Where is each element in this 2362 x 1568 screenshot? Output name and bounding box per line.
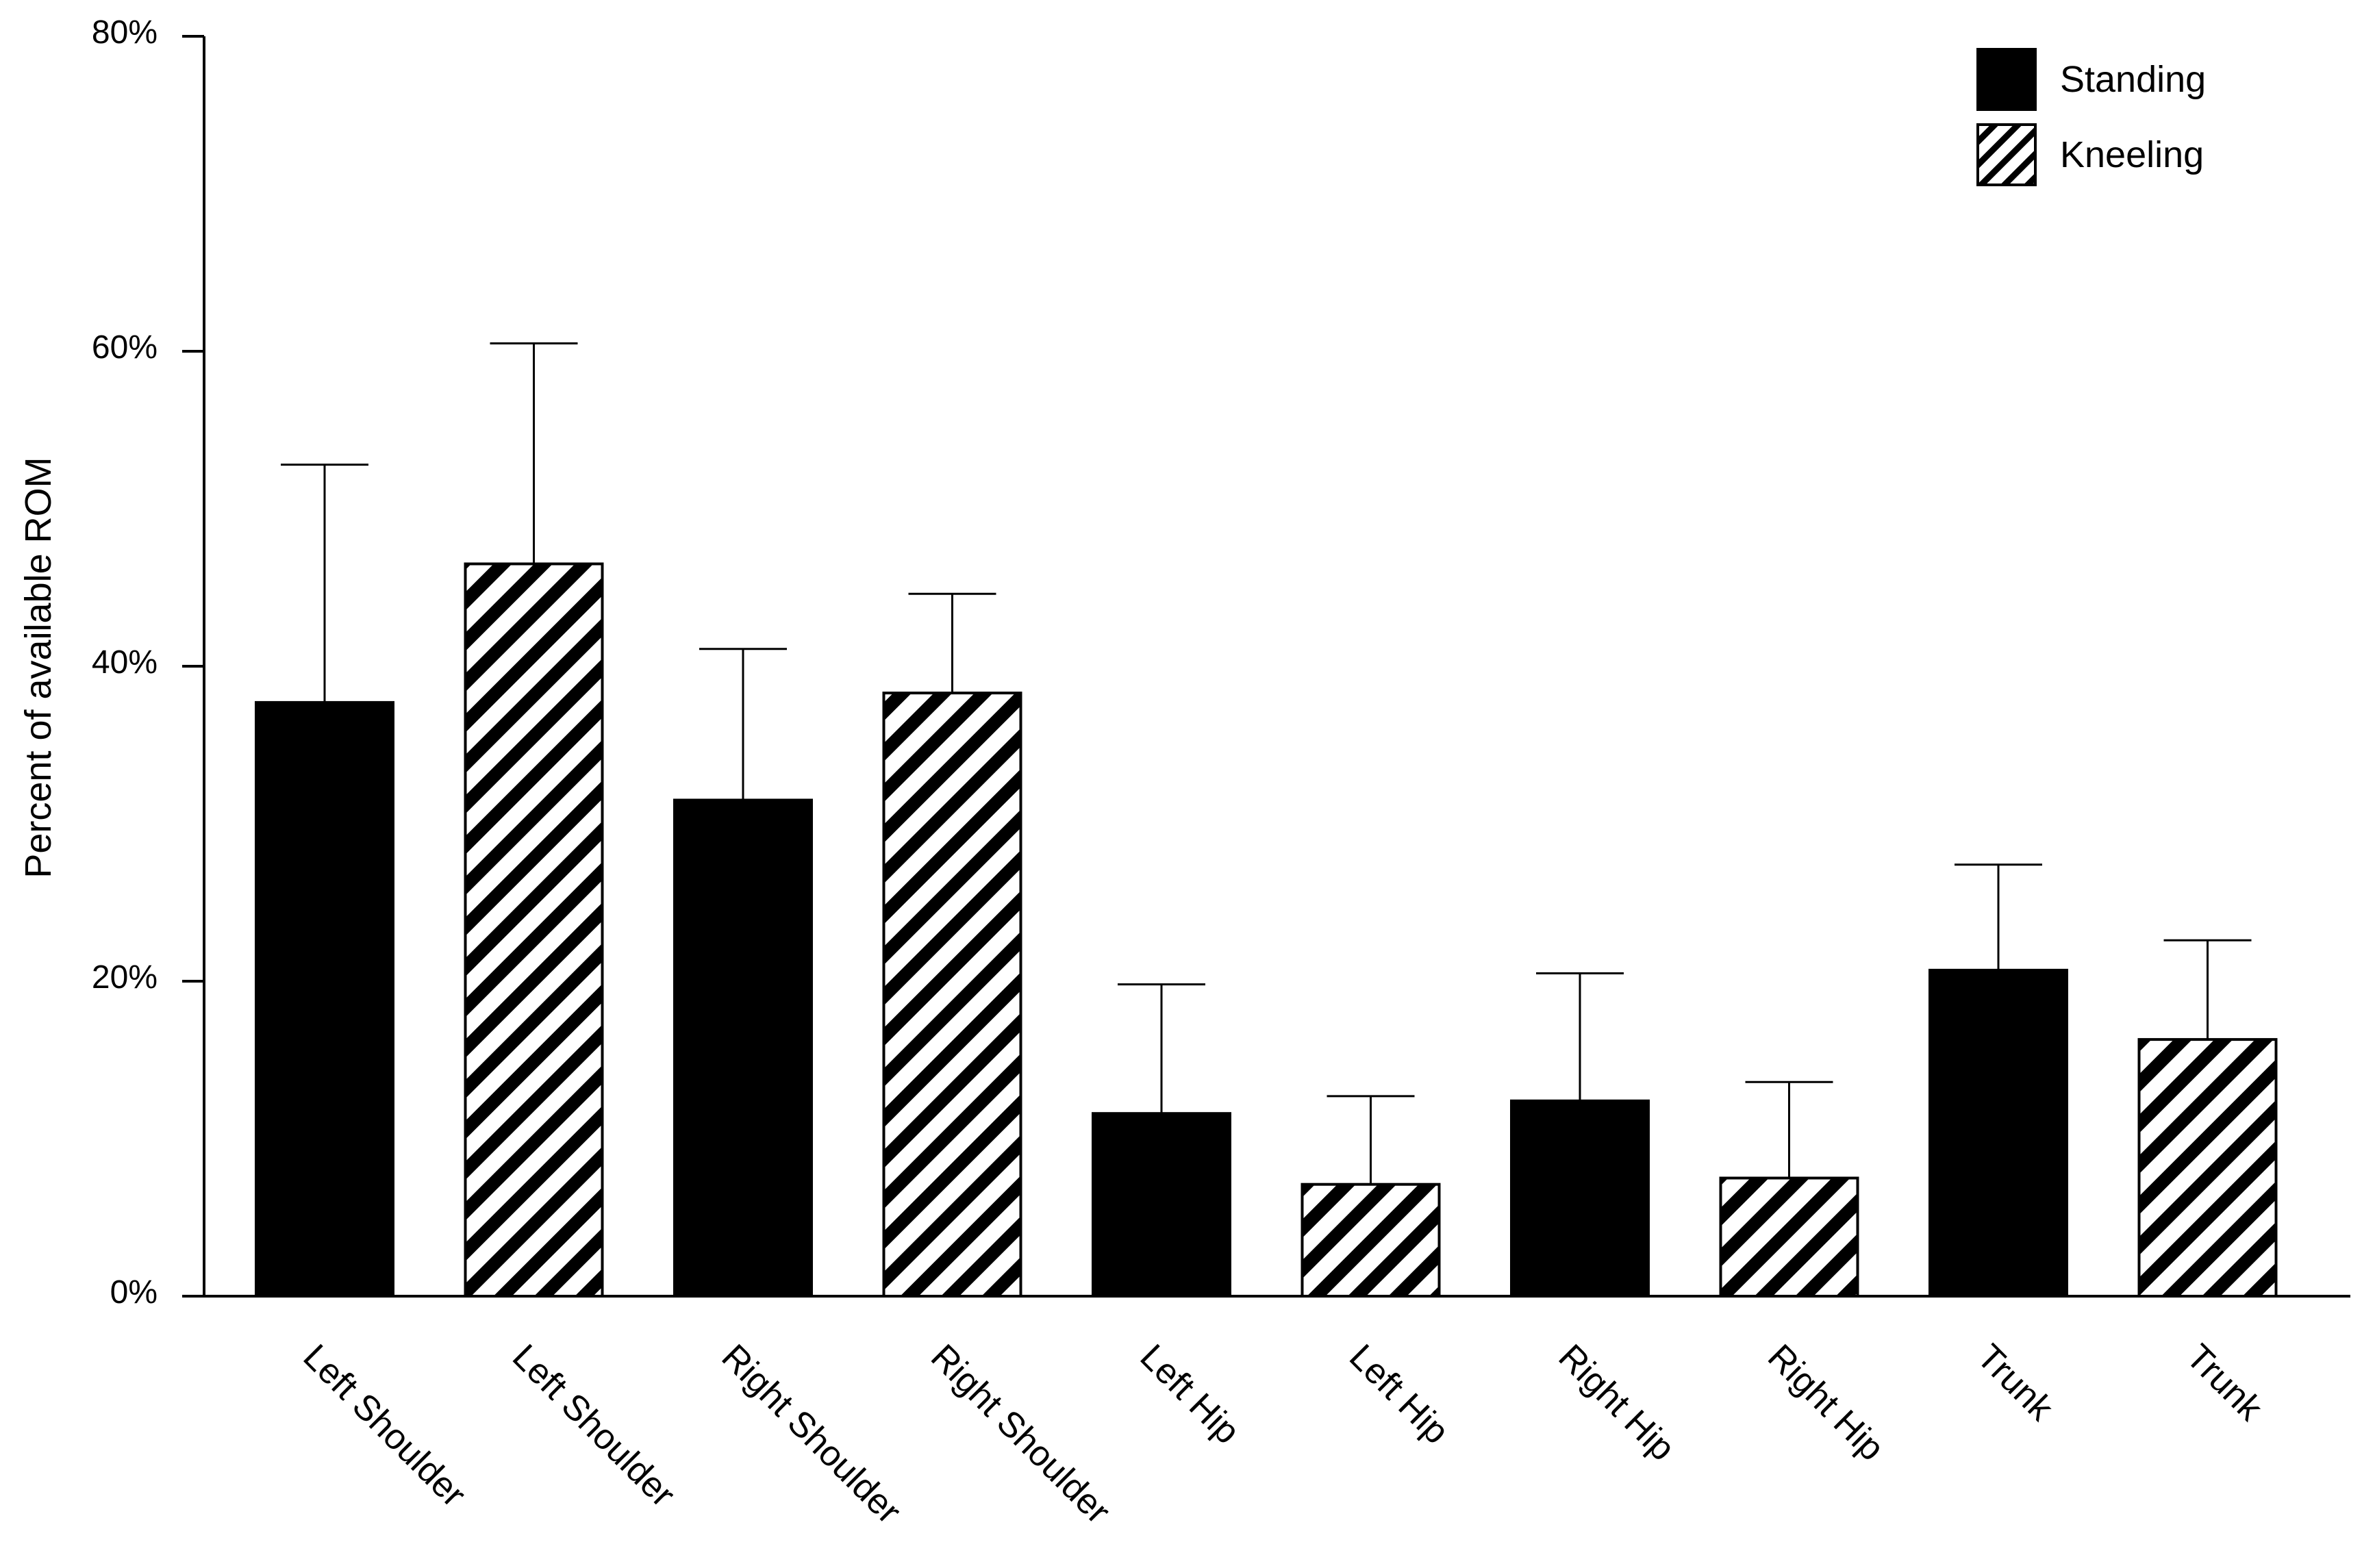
x-category-label: Trunk	[2178, 1337, 2270, 1428]
error-bar-1	[281, 464, 368, 703]
y-tick-label: 0%	[110, 1274, 158, 1311]
error-bar-7	[1536, 972, 1624, 1101]
error-bar-6	[1327, 1095, 1415, 1185]
error-bar-5	[1118, 983, 1205, 1114]
error-bar-2	[490, 342, 578, 564]
bar-9	[1928, 968, 2068, 1298]
x-category-label: Right Hip	[1760, 1337, 1892, 1468]
bar-4	[882, 692, 1022, 1298]
error-bar-10	[2163, 939, 2252, 1040]
bar-8	[1719, 1176, 1859, 1298]
error-bar-8	[1745, 1080, 1833, 1178]
legend: Standing Kneeling	[1976, 48, 2206, 186]
x-category-label: Right Hip	[1551, 1337, 1683, 1468]
error-bar-4	[908, 592, 996, 694]
bar-6	[1301, 1183, 1441, 1298]
y-tick-label: 40%	[92, 644, 158, 681]
bar-3	[673, 798, 813, 1298]
x-category-label: Left Shoulder	[505, 1337, 683, 1515]
legend-swatch-kneeling	[1976, 123, 2037, 186]
bar-10	[2137, 1038, 2278, 1298]
x-category-label: Right Shoulder	[923, 1337, 1118, 1531]
x-category-label: Right Shoulder	[714, 1337, 909, 1531]
error-bars-layer	[281, 342, 2252, 1185]
bar-7	[1510, 1099, 1650, 1298]
bar-2	[464, 562, 604, 1298]
bars-layer	[255, 562, 2278, 1298]
legend-swatch-standing	[1976, 48, 2037, 111]
x-category-label: Left Hip	[1342, 1337, 1457, 1452]
x-category-label: Trunk	[1970, 1337, 2061, 1428]
legend-label-standing: Standing	[2060, 59, 2206, 100]
x-category-label: Left Shoulder	[296, 1337, 474, 1515]
axes-layer	[182, 35, 2350, 1298]
bar-5	[1092, 1112, 1231, 1298]
bar-1	[255, 700, 394, 1298]
y-tick-label: 80%	[92, 14, 158, 51]
y-axis-title: Percent of available ROM	[18, 457, 59, 878]
error-bar-9	[1955, 863, 2042, 970]
y-tick-label: 60%	[92, 329, 158, 366]
y-tick-label: 20%	[92, 959, 158, 996]
legend-label-kneeling: Kneeling	[2060, 134, 2204, 175]
x-category-label: Left Hip	[1133, 1337, 1248, 1452]
error-bar-3	[699, 648, 787, 800]
